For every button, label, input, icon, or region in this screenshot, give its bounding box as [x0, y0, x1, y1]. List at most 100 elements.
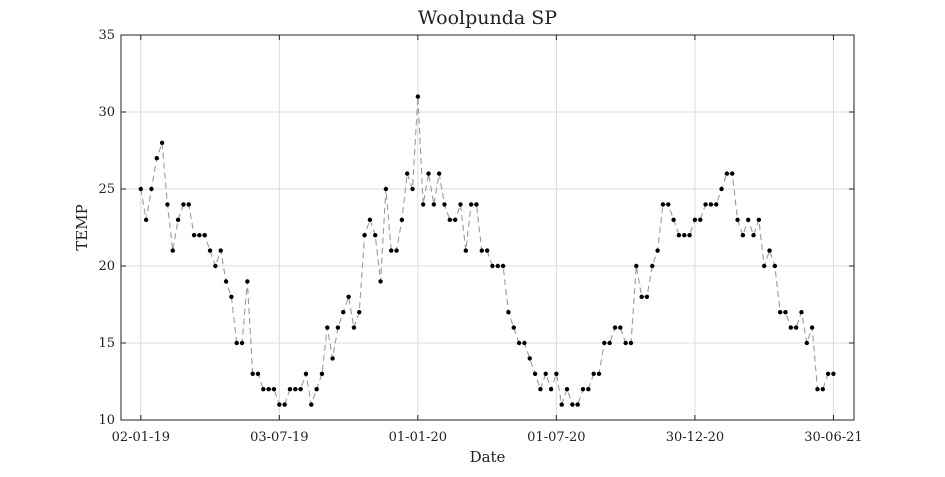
data-point [644, 294, 650, 299]
data-point [564, 387, 570, 392]
x-axis-label: Date [470, 448, 506, 466]
data-point [314, 387, 319, 392]
data-point [426, 171, 431, 176]
data-point [373, 233, 378, 238]
data-point [543, 371, 548, 376]
data-point [463, 248, 469, 253]
data-point [341, 310, 346, 315]
data-point [799, 310, 804, 315]
data-point [745, 217, 751, 222]
data-point [809, 325, 815, 330]
data-point [527, 356, 532, 361]
data-point [351, 325, 357, 330]
data-point [607, 340, 612, 346]
y-tick-label: 35 [98, 28, 115, 43]
data-point [692, 217, 698, 222]
data-point [303, 371, 309, 376]
plot-area [120, 34, 855, 421]
y-tick-label: 10 [98, 413, 115, 428]
data-point [287, 387, 293, 392]
data-point [335, 325, 341, 330]
data-point [655, 248, 660, 253]
y-tick-label: 25 [98, 182, 115, 197]
data-point [516, 340, 522, 346]
chart-title: Woolpunda SP [418, 7, 557, 29]
data-point [639, 294, 644, 299]
data-point [399, 217, 405, 222]
x-tick-label: 02-01-19 [112, 430, 170, 445]
data-point [575, 402, 580, 407]
data-point [602, 340, 607, 346]
data-point [282, 402, 287, 407]
data-point [756, 217, 762, 222]
data-point [410, 186, 415, 192]
data-point [378, 279, 383, 284]
data-point [143, 217, 149, 222]
data-point [522, 340, 527, 346]
data-point [724, 171, 730, 176]
data-point [740, 233, 746, 238]
y-axis-label: TEMP [73, 204, 91, 250]
axis-ticks: 10 15 20 25 30 35 02-01-19 03-07-19 01-01-20 01-0… [98, 28, 862, 445]
data-point [245, 279, 250, 284]
data-point [261, 387, 266, 392]
data-point [181, 202, 186, 207]
data-point [634, 263, 639, 269]
data-point [213, 263, 218, 269]
data-point [820, 387, 825, 392]
data-point [612, 325, 618, 330]
x-tick-label: 03-07-19 [250, 430, 308, 445]
data-point [777, 310, 783, 315]
data-point [138, 186, 143, 192]
data-point [319, 371, 325, 376]
data-point [420, 202, 426, 207]
data-point [442, 202, 447, 207]
data-point [591, 371, 596, 376]
data-point [708, 202, 714, 207]
data-point [511, 325, 516, 330]
data-point [676, 233, 682, 238]
data-point [495, 263, 500, 269]
data-point [239, 340, 245, 346]
data-point [431, 202, 437, 207]
data-point [293, 387, 298, 392]
data-point [229, 294, 234, 299]
data-point [596, 371, 602, 376]
data-point [404, 171, 410, 176]
data-point [618, 325, 623, 330]
data-point [660, 202, 666, 207]
data-point [255, 371, 261, 376]
data-point [479, 248, 484, 253]
data-point [586, 387, 591, 392]
data-point [767, 248, 772, 253]
data-point [357, 310, 362, 315]
data-point [719, 186, 724, 192]
x-tick-label: 30-12-20 [666, 430, 724, 445]
data-point [506, 310, 511, 315]
data-point [447, 217, 453, 222]
data-point [687, 233, 692, 238]
data-point [559, 402, 564, 407]
grid [121, 34, 854, 421]
data-point [223, 279, 229, 284]
data-point [159, 140, 165, 145]
data-point [538, 387, 543, 392]
data-point [772, 263, 778, 269]
data-point [149, 186, 154, 192]
data-point [570, 402, 575, 407]
data-point [330, 356, 335, 361]
data-point [277, 402, 282, 407]
data-point [671, 217, 676, 222]
data-point [751, 233, 756, 238]
data-point [346, 294, 351, 299]
data-point [484, 248, 490, 253]
data-point [793, 325, 799, 330]
data-point [266, 387, 271, 392]
y-tick-label: 20 [98, 259, 115, 274]
x-tick-label: 30-06-21 [804, 430, 862, 445]
data-point [362, 233, 367, 238]
data-point [309, 402, 314, 407]
y-tick-label: 15 [98, 336, 115, 351]
data-point [250, 371, 255, 376]
